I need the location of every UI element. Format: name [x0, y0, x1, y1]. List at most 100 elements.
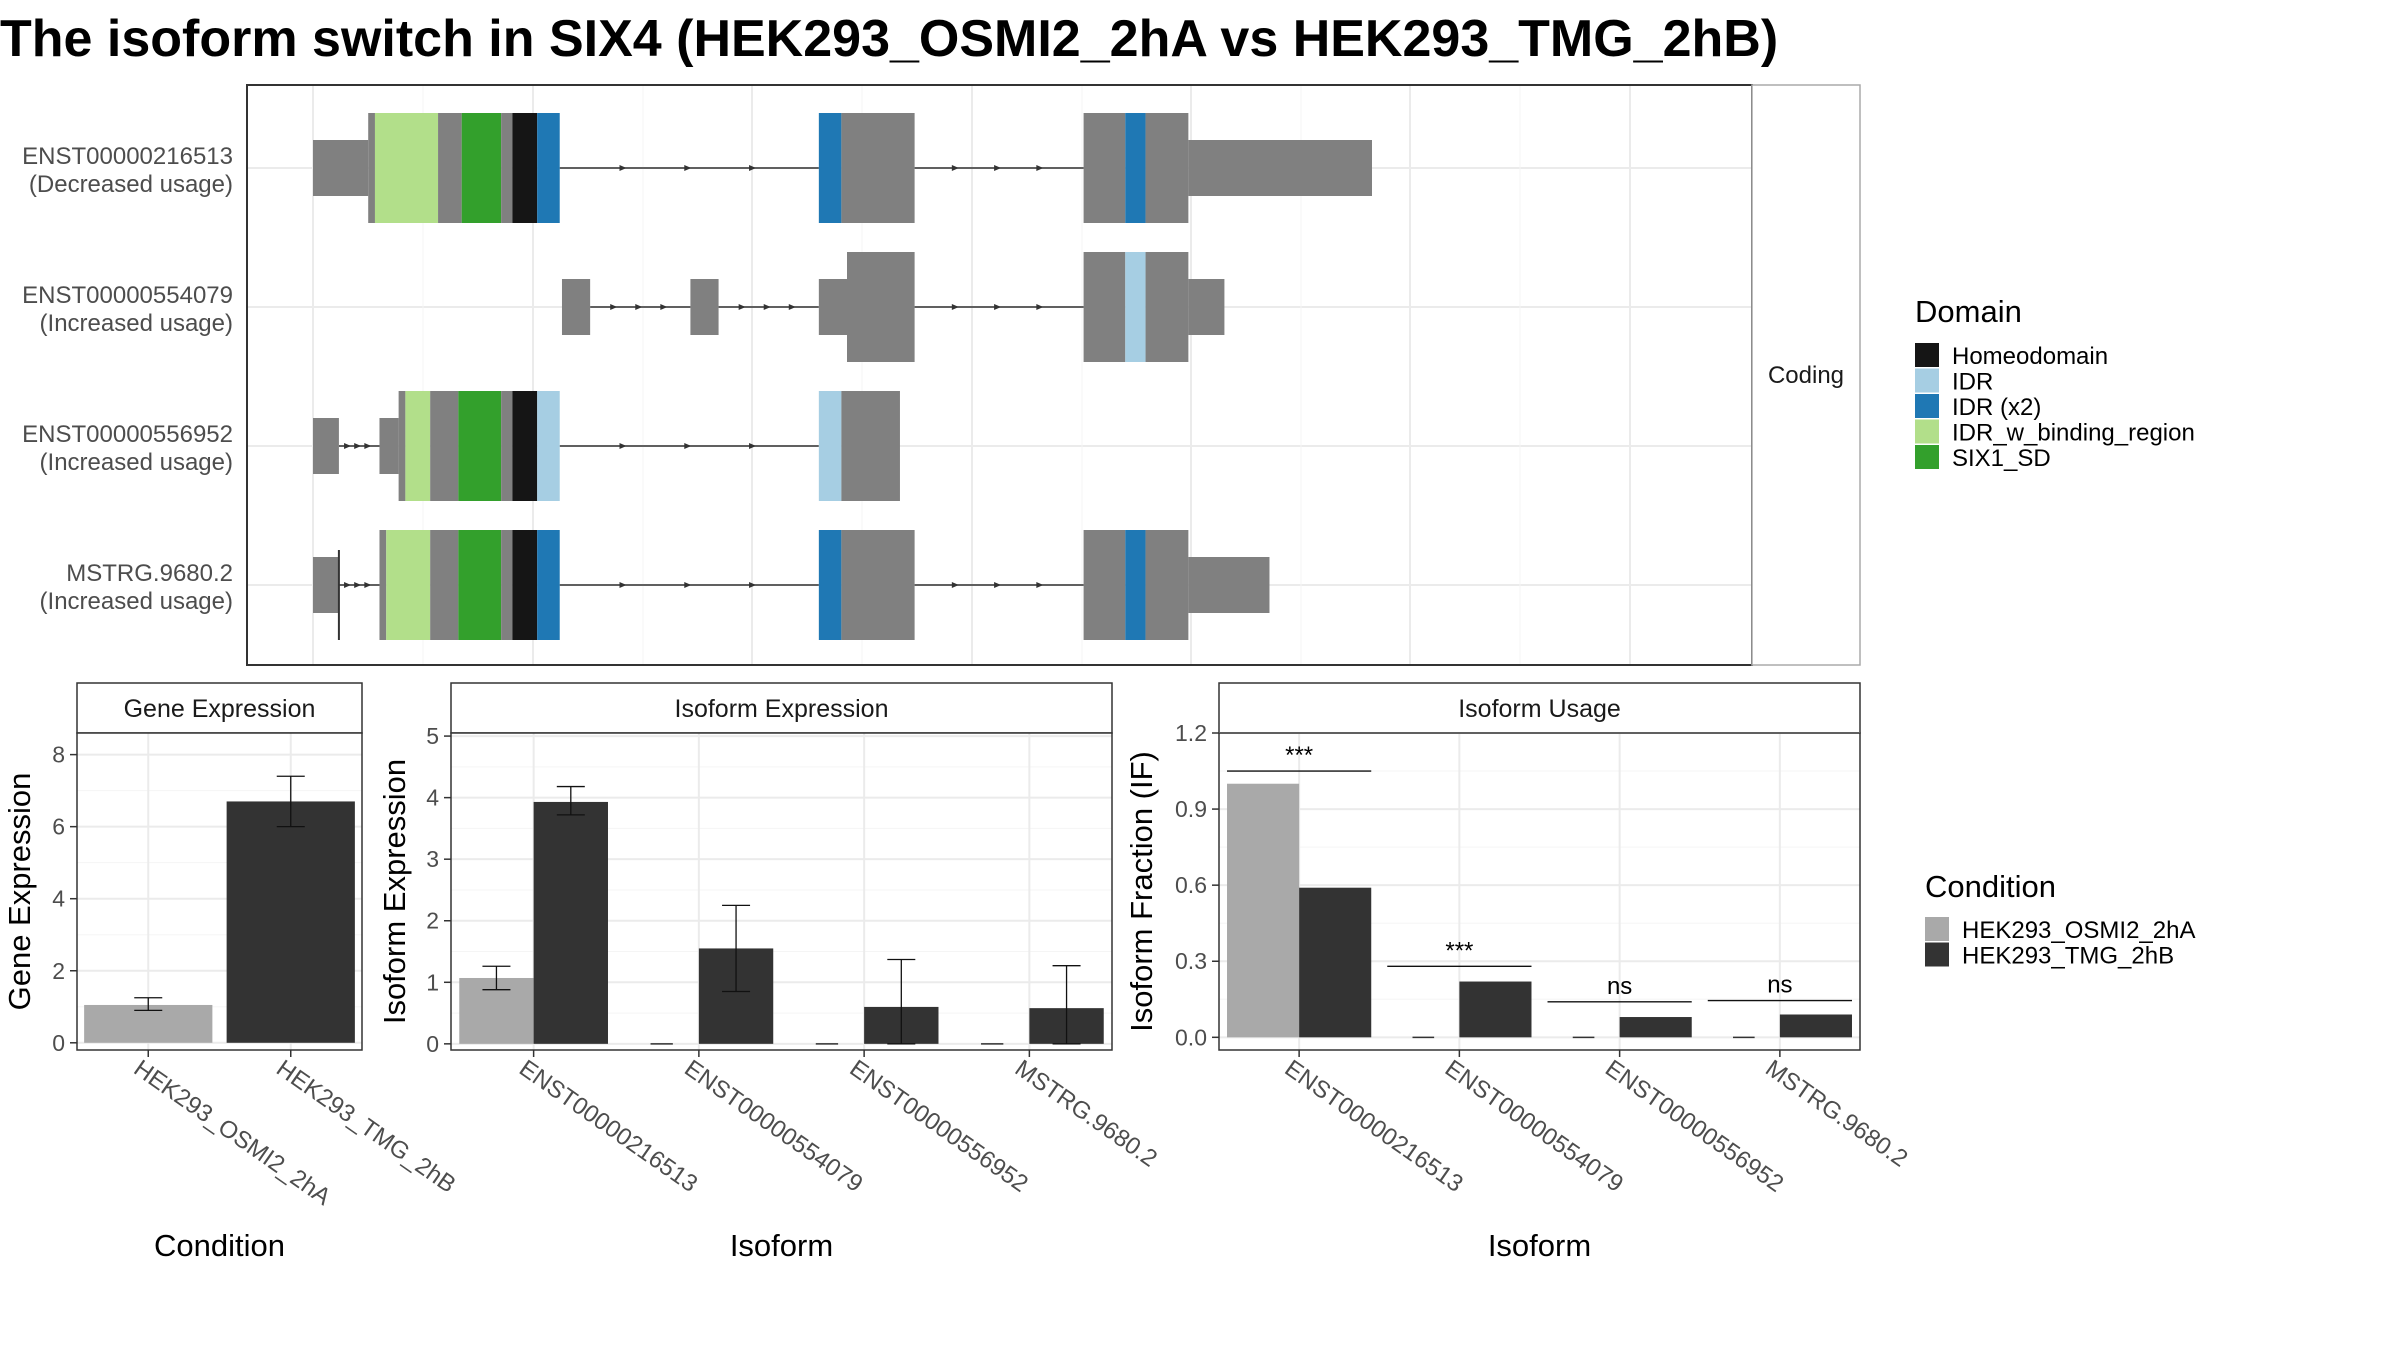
utr-segment	[313, 418, 339, 474]
transcript-id-label: ENST00000216513	[22, 143, 233, 170]
cds-segment	[501, 530, 513, 640]
transcript-track: ENST00000554079(Increased usage)	[22, 252, 1225, 362]
cds-segment	[379, 530, 387, 640]
isoform-expression-panel: Isoform Expression012345ENST00000216513E…	[377, 682, 1162, 1263]
intron-arrow	[354, 582, 362, 588]
intron-arrow	[619, 165, 627, 171]
transcript-usage-label: (Increased usage)	[40, 588, 233, 615]
domain-segment	[537, 113, 560, 223]
y-axis-title: Isoform Fraction (IF)	[1124, 751, 1159, 1032]
condition-legend-title: Condition	[1925, 869, 2056, 904]
intron-arrow	[684, 165, 692, 171]
coding-strip	[1751, 84, 1861, 666]
y-tick-label: 4	[426, 785, 439, 811]
domain-segment	[461, 113, 502, 223]
bar	[226, 801, 355, 1043]
plot-border	[76, 732, 363, 1051]
cds-segment	[1145, 113, 1189, 223]
y-tick-label: 1.2	[1175, 720, 1207, 746]
domain-legend-key	[1915, 394, 1939, 418]
utr-segment	[690, 279, 719, 335]
domain-segment	[537, 391, 560, 501]
domain-legend-label: IDR (x2)	[1952, 394, 2041, 421]
intron-arrow	[344, 582, 352, 588]
x-axis-title: Condition	[154, 1228, 285, 1263]
utr-segment	[818, 279, 848, 335]
intron-arrow	[994, 304, 1002, 310]
plot-border	[1218, 732, 1861, 1051]
intron-arrow	[635, 304, 643, 310]
bar	[1227, 783, 1300, 1038]
transcript-usage-label: (Decreased usage)	[29, 171, 233, 198]
intron-arrow	[788, 304, 796, 310]
domain-legend-label: IDR_w_binding_region	[1952, 420, 2195, 447]
domain-segment	[818, 530, 842, 640]
cds-segment	[841, 391, 900, 501]
x-axis-title: Isoform	[1488, 1228, 1591, 1263]
bar	[1779, 1014, 1852, 1038]
plot-border	[450, 732, 1113, 1051]
y-tick-label: 8	[52, 742, 65, 768]
intron-arrow	[738, 304, 746, 310]
x-tick-label: ENST00000216513	[514, 1055, 702, 1198]
intron-arrow	[344, 443, 352, 449]
utr-segment	[313, 557, 339, 613]
y-axis-title: Isoform Expression	[377, 759, 412, 1024]
panel-strip	[1218, 682, 1861, 734]
domain-legend-label: SIX1_SD	[1952, 445, 2051, 472]
cds-segment	[841, 530, 915, 640]
bar	[1619, 1017, 1692, 1038]
intron-arrow	[364, 582, 372, 588]
significance-label: ns	[1767, 972, 1792, 999]
significance-label: ***	[1445, 937, 1473, 964]
cds-segment	[1083, 252, 1126, 362]
domain-segment	[1125, 530, 1146, 640]
domain-segment	[512, 391, 538, 501]
domain-legend-label: IDR	[1952, 369, 1993, 396]
utr-segment	[1188, 557, 1270, 613]
utr-segment	[1188, 279, 1225, 335]
y-tick-label: 0	[426, 1031, 439, 1057]
cds-segment	[841, 113, 915, 223]
transcript-usage-label: (Increased usage)	[40, 449, 233, 476]
intron-arrow	[364, 443, 372, 449]
cds-segment	[430, 391, 459, 501]
x-tick-label: ENST00000556952	[845, 1055, 1033, 1198]
y-tick-label: 0.6	[1175, 872, 1207, 898]
domain-segment	[512, 530, 538, 640]
y-tick-label: 4	[52, 886, 65, 912]
intron-arrow	[684, 443, 692, 449]
cds-segment	[368, 113, 375, 223]
cds-segment	[1145, 252, 1189, 362]
cds-segment	[1145, 530, 1189, 640]
x-tick-label: ENST00000554079	[679, 1055, 867, 1198]
bar	[1459, 981, 1532, 1038]
y-tick-label: 0.3	[1175, 948, 1207, 974]
intron-arrow	[1036, 304, 1044, 310]
bar	[84, 1004, 213, 1043]
panel-strip-title: Isoform Expression	[675, 695, 889, 723]
bar	[533, 801, 608, 1044]
domain-segment	[512, 113, 538, 223]
intron-arrow	[1036, 582, 1044, 588]
intron-arrow	[951, 582, 959, 588]
domain-legend-key	[1915, 368, 1939, 393]
x-axis-title: Isoform	[730, 1228, 833, 1263]
y-tick-label: 1	[426, 969, 439, 995]
intron-arrow	[749, 582, 757, 588]
figure-title: The isoform switch in SIX4 (HEK293_OSMI2…	[0, 10, 1778, 68]
domain-segment	[818, 391, 842, 501]
utr-segment	[379, 418, 399, 474]
x-tick-label: MSTRG.9680.2	[1760, 1055, 1912, 1173]
cds-segment	[501, 113, 513, 223]
cds-segment	[847, 252, 915, 362]
intron-arrow	[951, 165, 959, 171]
y-tick-label: 0.9	[1175, 796, 1207, 822]
intron-arrow	[749, 165, 757, 171]
bar	[1299, 887, 1372, 1038]
domain-segment	[458, 530, 502, 640]
panel-strip-title: Isoform Usage	[1458, 695, 1621, 723]
